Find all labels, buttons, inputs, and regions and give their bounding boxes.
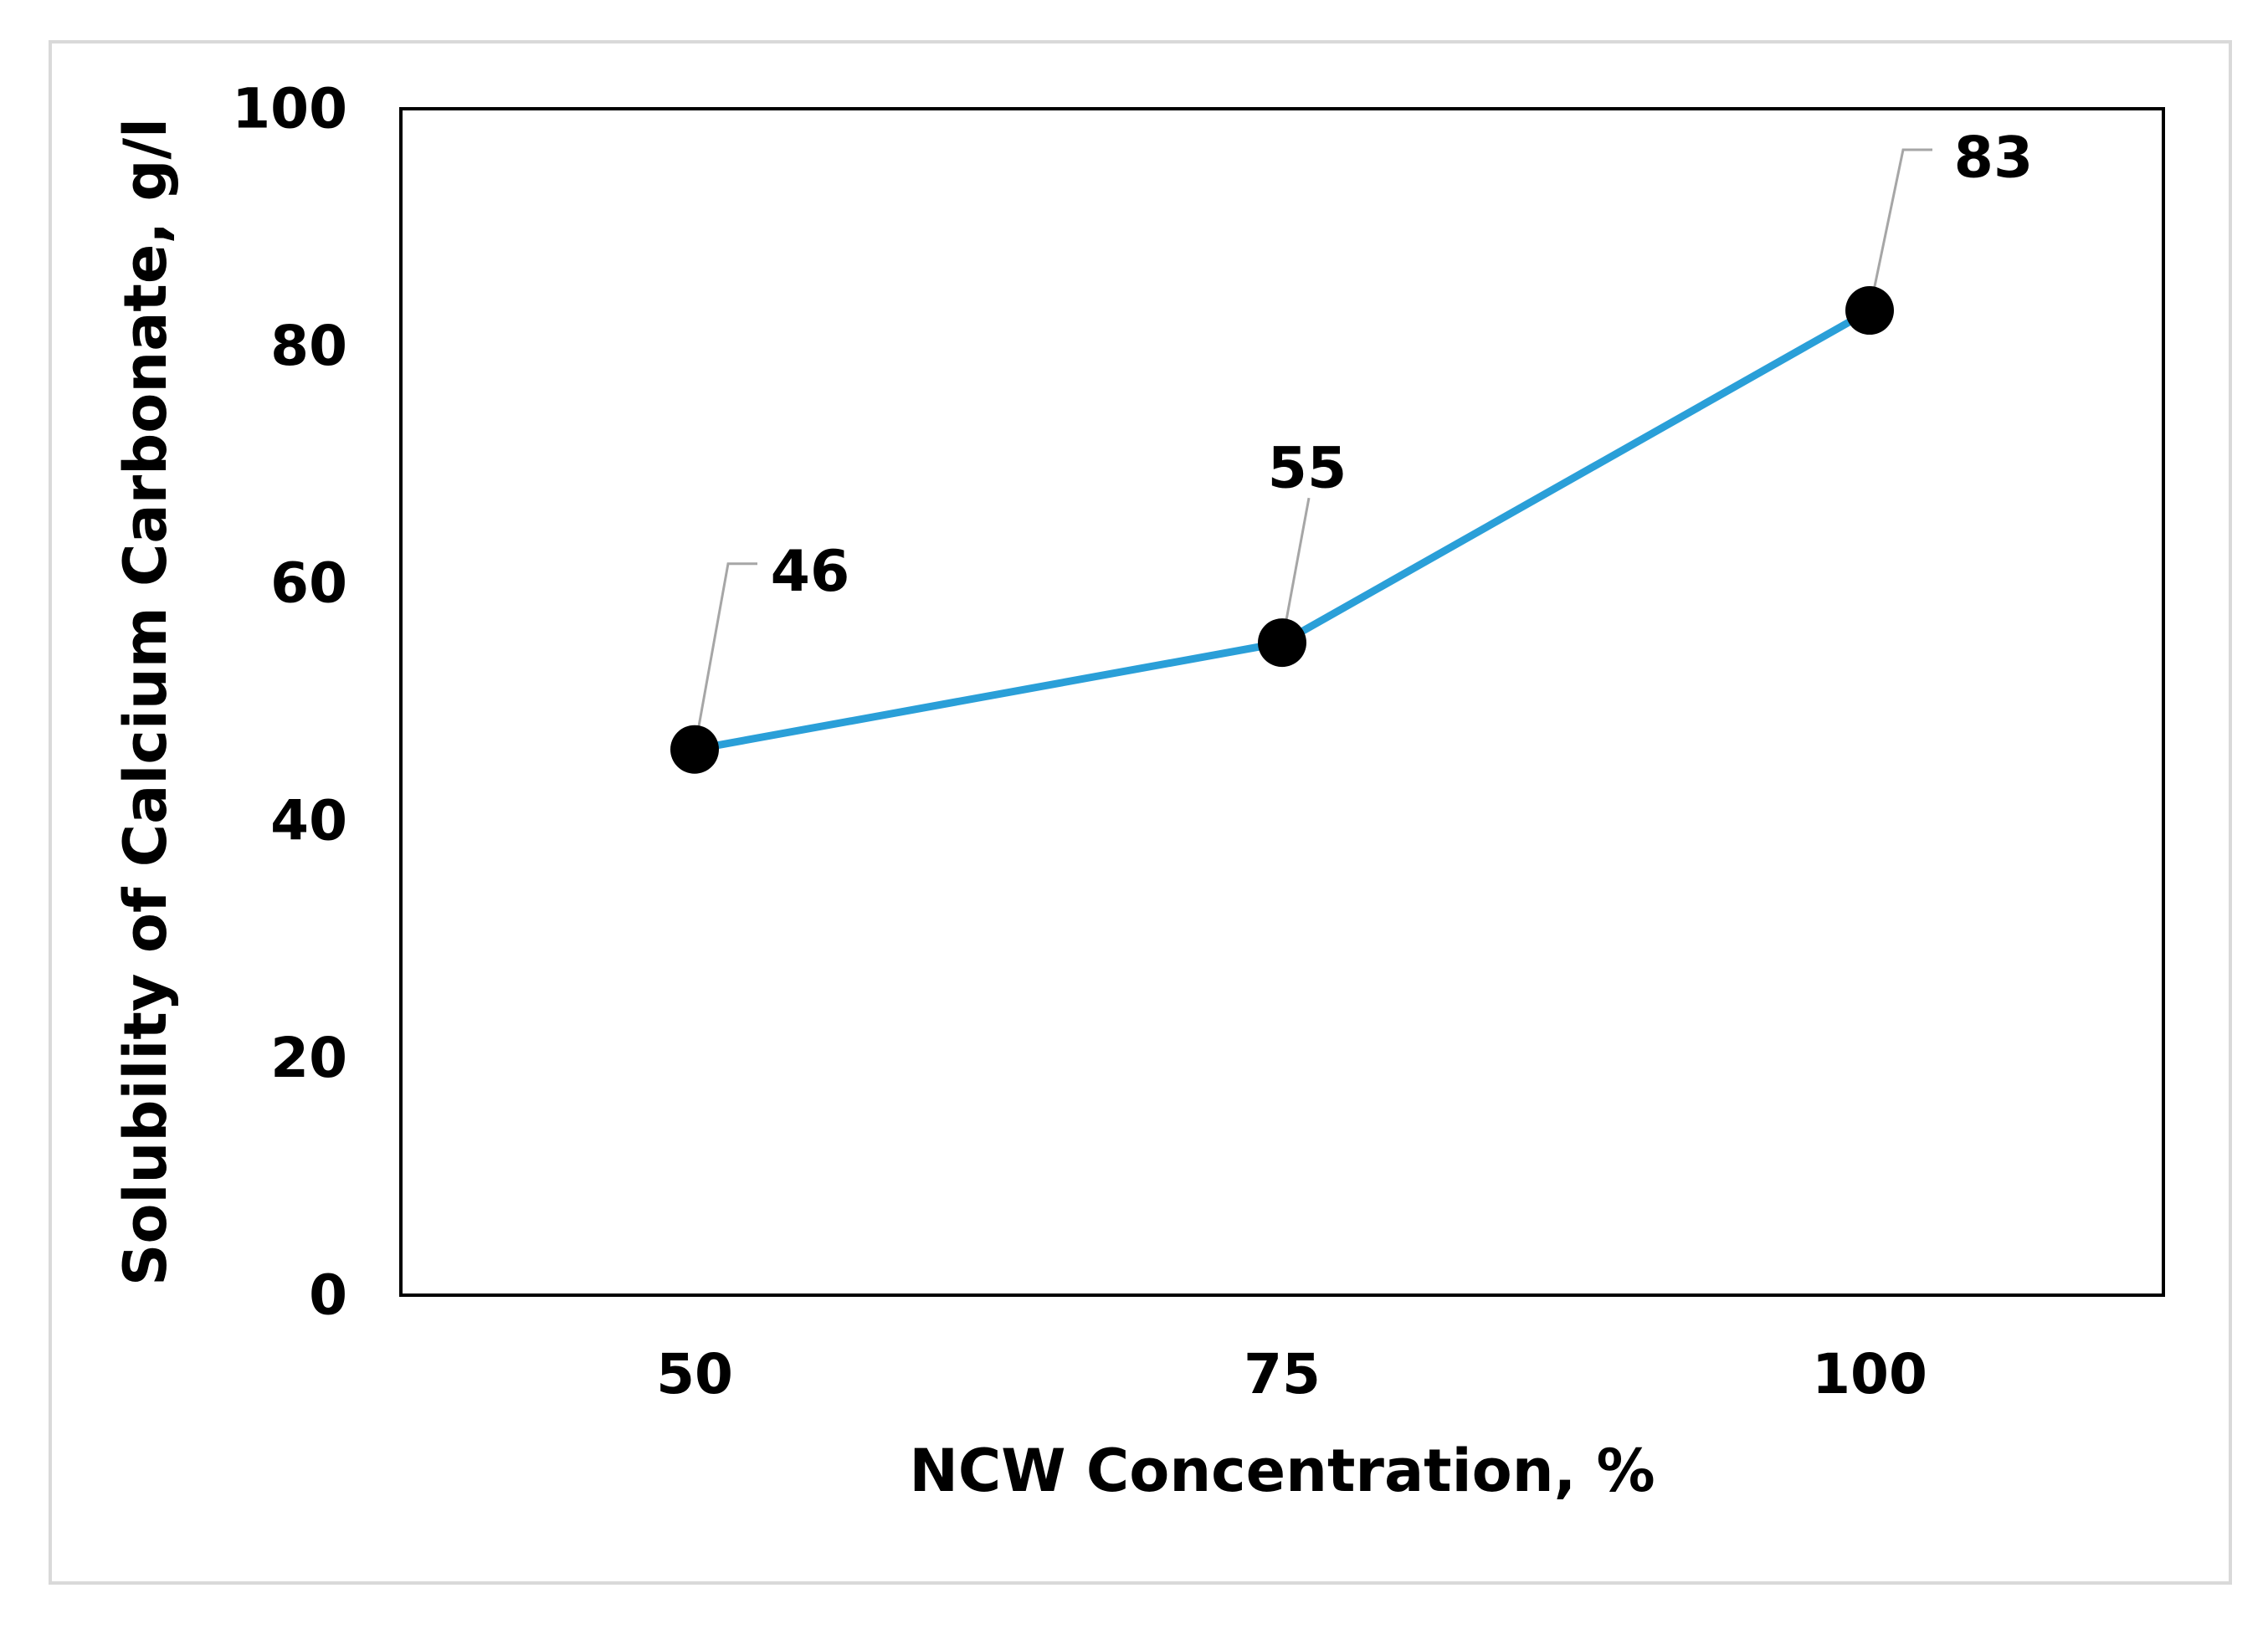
leader-line-1 bbox=[693, 562, 757, 750]
x-tick-label-50: 50 bbox=[656, 1342, 733, 1406]
y-tick-label-0: 0 bbox=[309, 1263, 347, 1328]
x-axis-title: NCW Concentration, % bbox=[909, 1437, 1655, 1505]
data-point-2 bbox=[1258, 618, 1306, 668]
y-axis-title: Solubility of Calcium Carbonate, g/l bbox=[111, 118, 180, 1286]
data-point-markers bbox=[670, 286, 1894, 774]
y-tick-label-40: 40 bbox=[270, 788, 347, 853]
plot-area bbox=[399, 107, 2165, 1297]
y-tick-label-20: 20 bbox=[270, 1026, 347, 1090]
data-label-leader-lines bbox=[693, 148, 1932, 750]
y-tick-label-80: 80 bbox=[270, 314, 347, 378]
data-label-2: 55 bbox=[1268, 436, 1347, 502]
y-axis-ticks: 0 20 40 60 80 100 bbox=[232, 77, 347, 1328]
y-tick-label-100: 100 bbox=[232, 77, 347, 141]
data-labels: 46 55 83 bbox=[771, 126, 2034, 606]
x-tick-label-75: 75 bbox=[1244, 1342, 1321, 1406]
y-tick-label-60: 60 bbox=[270, 551, 347, 616]
data-point-3 bbox=[1845, 286, 1894, 336]
x-tick-label-100: 100 bbox=[1812, 1342, 1927, 1406]
data-point-1 bbox=[670, 725, 719, 774]
x-axis-ticks: 50 75 100 bbox=[656, 1342, 1927, 1406]
leader-line-2 bbox=[1280, 497, 1311, 643]
leader-line-3 bbox=[1868, 148, 1932, 311]
data-label-3: 83 bbox=[1954, 126, 2034, 192]
data-label-1: 46 bbox=[771, 539, 850, 605]
